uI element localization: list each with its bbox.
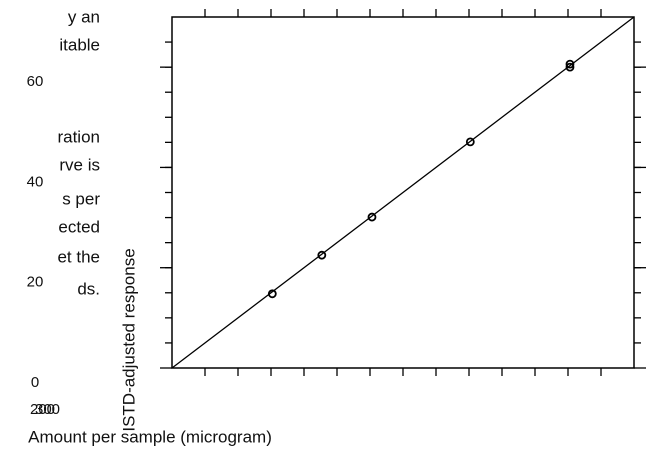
side-text: y an xyxy=(68,7,100,26)
y-axis-label: ISTD-adjusted response xyxy=(119,248,138,431)
side-text: itable xyxy=(59,35,100,54)
stray-label: 200 xyxy=(30,401,55,418)
y-tick-label: 60 xyxy=(27,73,44,90)
stray-label: 300 xyxy=(35,401,60,418)
side-text: ration xyxy=(57,127,100,146)
y-tick-label: 20 xyxy=(27,274,44,291)
side-text: et the xyxy=(57,247,100,266)
side-text: s per xyxy=(62,189,100,208)
side-text: ds. xyxy=(77,279,100,298)
side-text: rve is xyxy=(59,155,100,174)
point xyxy=(565,59,575,69)
point xyxy=(465,137,475,147)
point xyxy=(317,250,327,260)
fit-line xyxy=(171,16,635,369)
point xyxy=(367,212,377,222)
side-text: ected xyxy=(58,217,100,236)
y-tick-label: 40 xyxy=(27,173,44,190)
y-tick-label: 0 xyxy=(31,374,39,391)
point xyxy=(267,289,277,299)
point xyxy=(565,62,575,72)
x-axis-label: Amount per sample (microgram) xyxy=(28,427,272,446)
